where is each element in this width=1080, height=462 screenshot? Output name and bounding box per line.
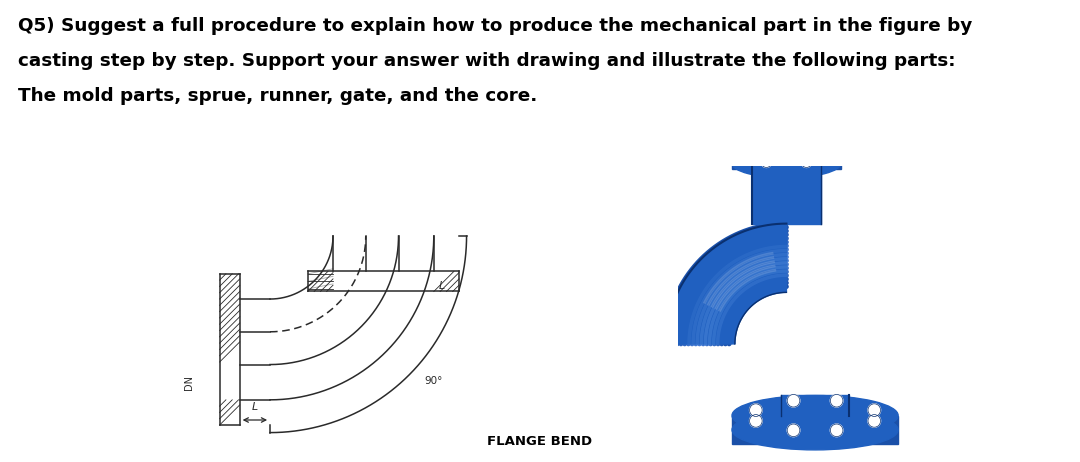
Ellipse shape [732,140,841,169]
Ellipse shape [732,395,899,436]
Ellipse shape [732,149,841,178]
Circle shape [582,359,593,369]
Text: casting step by step. Support your answer with drawing and illustrate the follow: casting step by step. Support your answe… [18,52,956,70]
Text: L: L [438,281,445,292]
Circle shape [568,359,578,369]
Circle shape [750,404,762,416]
Circle shape [831,395,842,407]
Circle shape [801,157,812,167]
Polygon shape [732,415,899,444]
Ellipse shape [732,410,899,450]
Circle shape [868,414,880,427]
Circle shape [831,424,842,437]
Text: 90°: 90° [424,376,443,386]
Text: FLANGE BEND: FLANGE BEND [487,435,593,448]
Circle shape [801,142,812,152]
Polygon shape [752,166,821,224]
Circle shape [868,404,880,416]
Text: DN: DN [185,375,194,390]
Circle shape [822,150,832,160]
Polygon shape [732,155,841,169]
Text: L: L [252,402,258,413]
Polygon shape [580,290,594,398]
Polygon shape [592,310,666,378]
Text: The mold parts, sprue, runner, gate, and the core.: The mold parts, sprue, runner, gate, and… [18,87,537,105]
Polygon shape [666,224,786,344]
Circle shape [787,424,800,437]
Ellipse shape [575,290,603,398]
Ellipse shape [566,290,594,398]
Circle shape [787,395,800,407]
Circle shape [750,414,762,427]
Circle shape [741,150,752,160]
Text: Q5) Suggest a full procedure to explain how to produce the mechanical part in th: Q5) Suggest a full procedure to explain … [18,17,972,35]
Circle shape [575,298,585,309]
Polygon shape [781,395,850,415]
Circle shape [761,157,771,167]
Circle shape [761,142,771,152]
